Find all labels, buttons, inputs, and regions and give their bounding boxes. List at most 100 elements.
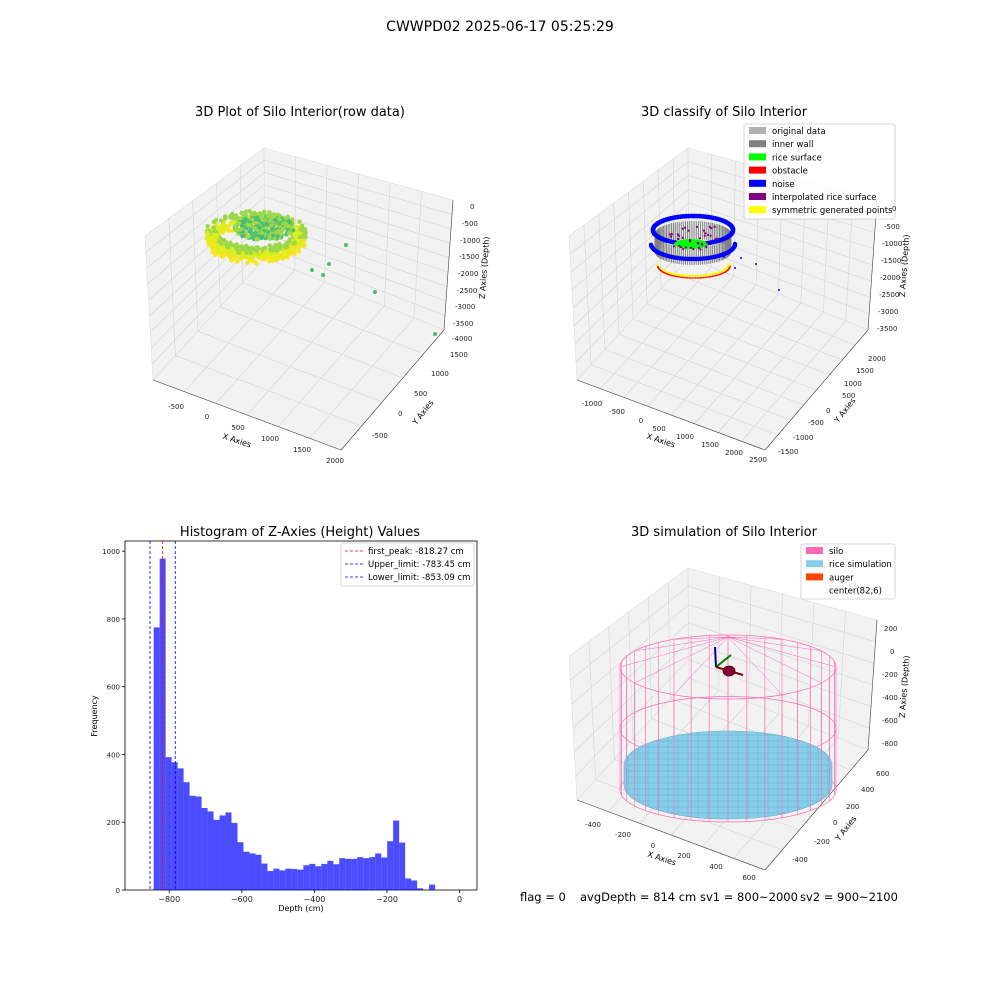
raw-point — [270, 258, 276, 263]
raw-point — [259, 256, 264, 261]
x-tick-label: −600 — [231, 895, 253, 904]
raw-point — [269, 223, 274, 228]
simulation-x-tick: 600 — [742, 874, 755, 882]
histogram-bar — [207, 811, 214, 890]
grid-line — [618, 333, 804, 406]
classify-z-tick: 0 — [892, 205, 896, 213]
symmetric-point — [696, 274, 699, 277]
raw-point — [249, 258, 255, 263]
classify-x-tick: 2000 — [725, 449, 743, 457]
noise-outlier-point — [734, 267, 736, 269]
panel-simulation: 3D simulation of Silo Interior silo rice … — [568, 525, 911, 882]
grid-line — [197, 330, 383, 403]
legend-swatch — [749, 166, 766, 174]
grid-line — [570, 175, 689, 273]
raw-x-ticks: -500 0 500 1000 1500 2000 — [168, 403, 344, 465]
classify-z-tick: -3500 — [877, 325, 897, 333]
symmetric-point — [693, 274, 696, 278]
raw-point — [275, 234, 280, 239]
raw-point — [219, 218, 224, 223]
grid-line — [575, 659, 690, 777]
raw-point — [264, 225, 269, 230]
grid-line — [413, 191, 422, 319]
simulation-y-tick: 200 — [846, 803, 859, 811]
simulation-y-ticks: -400 -200 0 200 400 600 — [792, 770, 889, 864]
histogram-bar — [429, 884, 436, 890]
auger-axis-y — [715, 654, 732, 668]
raw-point — [290, 225, 294, 230]
classify-y-tick: -500 — [808, 419, 824, 427]
interpolated-point — [698, 237, 702, 240]
raw-point — [241, 213, 247, 218]
interpolated-point — [684, 246, 688, 249]
simulation-x-ticks: -400 -200 0 200 400 600 — [585, 821, 756, 882]
classify-z-label: Z Axies (Depth) — [898, 234, 911, 297]
raw-point — [271, 212, 277, 217]
raw-point — [254, 215, 259, 220]
histogram-legend-frame — [340, 542, 475, 587]
legend-label: original data — [772, 127, 826, 137]
grid-line — [215, 281, 325, 404]
raw-x-tick: 500 — [231, 424, 244, 432]
classify-z-ticks: 0 -500 -1000 -1500 -2000 -2500 -3000 -35… — [877, 205, 902, 333]
simulation-title: 3D simulation of Silo Interior — [631, 525, 818, 540]
obstacle-point — [657, 265, 659, 268]
raw-point — [269, 248, 274, 253]
grid-line — [309, 317, 415, 439]
raw-point — [219, 254, 224, 259]
histogram-bar — [309, 863, 316, 890]
classify-x-tick: 0 — [639, 417, 643, 425]
footer-status: flag = 0 avgDepth = 814 cm sv1 = 800~200… — [520, 890, 898, 904]
histogram-bar — [393, 820, 400, 890]
simulation-axes-box — [568, 567, 878, 871]
raw-point — [284, 245, 289, 250]
simulation-y-tick: 600 — [876, 770, 889, 778]
grid-line — [571, 189, 689, 291]
obstacle-point — [670, 274, 673, 277]
interpolated-point — [705, 246, 708, 249]
raw-point — [244, 250, 249, 255]
interpolated-point — [687, 229, 690, 232]
legend-swatch — [806, 560, 823, 568]
raw-point — [211, 225, 217, 230]
sv1-text: sv1 = 800~2000 — [700, 890, 798, 904]
simulation-x-tick: 0 — [651, 842, 655, 850]
histogram-bar — [291, 868, 298, 890]
silo-roof-line — [673, 636, 729, 695]
grid-line — [278, 305, 385, 427]
silo-roof-line — [727, 636, 822, 684]
grid-line — [354, 173, 359, 295]
grid-line — [674, 272, 856, 346]
simulation-z-tick: -200 — [882, 671, 898, 679]
grid-line — [571, 604, 689, 705]
raw-point — [277, 241, 282, 247]
histogram-bar — [201, 808, 208, 890]
raw-outlier-point — [373, 290, 377, 294]
raw-point — [237, 250, 242, 255]
interpolated-point — [709, 234, 712, 237]
raw-point — [259, 236, 264, 241]
legend-label: center(82,6) — [829, 587, 882, 597]
histogram-bar — [255, 854, 262, 890]
legend-label: noise — [772, 180, 795, 190]
raw-point — [254, 236, 259, 241]
grid-line — [246, 293, 355, 416]
raw-point — [229, 228, 235, 233]
simulation-x-tick: -200 — [615, 831, 631, 839]
raw-x-tick: 2000 — [326, 457, 344, 465]
classify-z-tick: -3000 — [878, 308, 898, 316]
histogram-bar — [165, 757, 172, 890]
raw-point — [226, 228, 231, 233]
legend-label: auger — [829, 573, 854, 583]
simulation-z-label: Z Axies (Depth) — [898, 655, 911, 718]
classify-x-tick: 500 — [652, 425, 665, 433]
simulation-z-tick: 200 — [884, 625, 897, 633]
symmetric-point — [685, 274, 688, 277]
grid-line — [168, 218, 176, 356]
legend-swatch — [749, 127, 766, 134]
raw-point — [213, 252, 218, 257]
histogram-bar — [315, 866, 322, 890]
raw-z-tick: -3000 — [455, 303, 475, 311]
classify-y-tick: -1000 — [793, 434, 813, 442]
